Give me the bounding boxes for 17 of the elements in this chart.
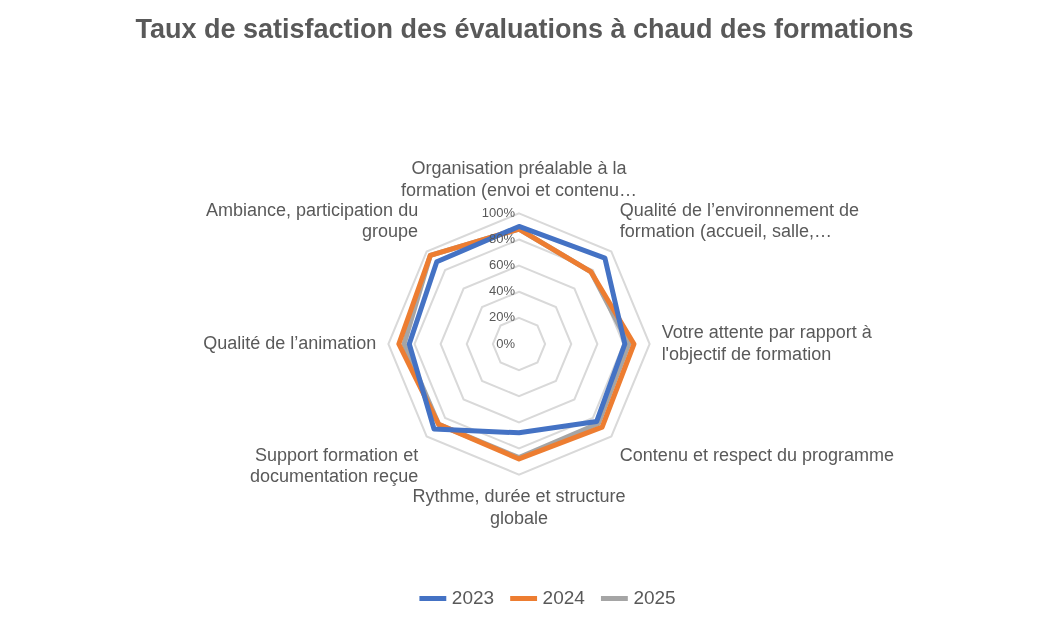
- y-tick-label: 0%: [496, 335, 516, 351]
- spoke-label: Votre attente par rapport à l'objectif de formation: [661, 322, 873, 364]
- spoke-label: Qualité de l’animation: [203, 332, 377, 353]
- spoke-label: Qualité de l’environnement de formation (accueil, salle,…: [619, 199, 860, 242]
- spoke-label: Ambiance, participation du groupe: [206, 199, 419, 242]
- chart-title: Taux de satisfaction des évaluations à chaud des formations: [134, 14, 915, 45]
- spoke-label: Rythme, durée et structure globale: [412, 486, 626, 528]
- spoke-label: Organisation préalable à la formation (envoi et contenu…: [400, 157, 638, 200]
- y-tick-label: 60%: [488, 257, 516, 273]
- y-tick-label: 40%: [488, 283, 516, 299]
- y-tick-label: 100%: [481, 204, 516, 220]
- spoke-label: Contenu et respect du programme: [619, 444, 895, 465]
- legend-label: 2025: [633, 586, 676, 608]
- spoke-label: Support formation et documentation reçue: [250, 444, 419, 487]
- legend-label: 2024: [542, 586, 586, 608]
- y-tick-label: 20%: [488, 309, 516, 325]
- legend-label: 2023: [451, 586, 495, 608]
